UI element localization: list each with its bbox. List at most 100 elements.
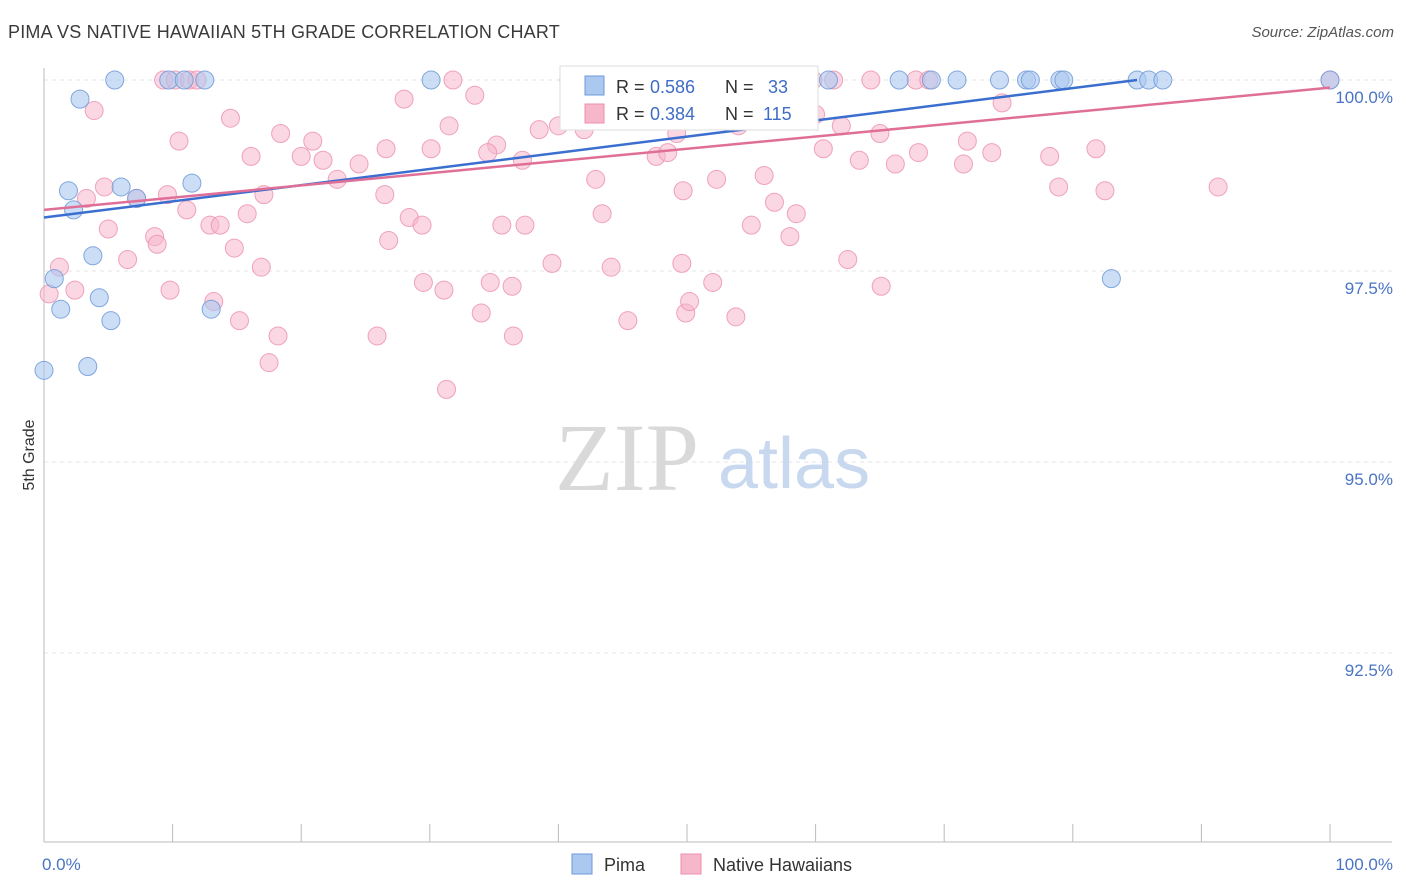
pima-point xyxy=(989,70,1009,90)
hawaiian-trend-line xyxy=(43,86,1331,212)
hawaiian-point xyxy=(367,326,387,346)
pima-point xyxy=(78,357,98,376)
pima-point xyxy=(889,70,909,90)
pima-point xyxy=(101,311,121,331)
pima-trend-line xyxy=(43,78,1138,219)
pima-point xyxy=(1320,70,1340,90)
hawaiian-point xyxy=(439,116,459,136)
hawaiian-point xyxy=(118,250,138,270)
hawaiian-point xyxy=(443,70,463,90)
hawaiian-point xyxy=(838,250,858,270)
y-tick-label: 92.5% xyxy=(1345,661,1393,680)
pima-point xyxy=(174,70,194,90)
legend-hawaiian-r-value: 0.384 xyxy=(650,104,695,124)
hawaiian-point xyxy=(1208,177,1228,197)
hawaiian-point xyxy=(76,188,96,208)
x-tick-label: 100.0% xyxy=(1335,855,1393,874)
hawaiian-point xyxy=(303,131,323,151)
hawaiian-point xyxy=(871,276,891,296)
hawaiian-point xyxy=(220,108,240,128)
hawaiian-point xyxy=(529,120,549,140)
hawaiian-point xyxy=(502,276,522,296)
hawaiian-point xyxy=(349,154,369,174)
y-axis-label: 5th Grade xyxy=(21,419,38,490)
legend-pima-swatch xyxy=(584,75,605,96)
hawaiian-point xyxy=(478,143,498,163)
hawaiian-point xyxy=(982,143,1002,163)
pima-point xyxy=(34,360,54,380)
hawaiian-point xyxy=(237,204,257,224)
hawaiian-point xyxy=(831,116,851,136)
hawaiian-point xyxy=(379,230,399,250)
pima-point xyxy=(44,269,64,289)
pima-point xyxy=(83,246,103,266)
pima-point xyxy=(1020,70,1040,90)
hawaiian-point xyxy=(465,85,485,105)
pima-point xyxy=(111,177,131,197)
bottom-legend-pima-swatch xyxy=(571,853,593,875)
hawaiian-point xyxy=(885,154,905,174)
hawaiian-point xyxy=(680,292,700,312)
y-tick-labels: 100.0% 97.5% 95.0% 92.5% xyxy=(1335,88,1393,680)
pima-point xyxy=(947,70,967,90)
hawaiian-point xyxy=(957,131,977,151)
hawaiian-point xyxy=(1049,177,1069,197)
hawaiian-point xyxy=(780,227,800,247)
hawaiian-point xyxy=(169,131,189,151)
hawaiian-point xyxy=(1086,139,1106,159)
hawaiian-point xyxy=(313,150,333,170)
hawaiian-point xyxy=(224,238,244,258)
hawaiian-point xyxy=(741,215,761,235)
hawaiian-point xyxy=(673,181,693,201)
grid-lines xyxy=(44,79,1392,654)
hawaiian-point xyxy=(251,257,271,277)
watermark: ZIP atlas xyxy=(555,404,870,511)
pima-point xyxy=(51,299,71,319)
hawaiian-point xyxy=(870,123,890,143)
hawaiian-point xyxy=(421,139,441,159)
hawaiian-point xyxy=(480,272,500,292)
trend-lines xyxy=(43,78,1331,219)
legend-pima-r-value: 0.586 xyxy=(650,77,695,97)
hawaiian-point xyxy=(65,280,85,300)
pima-point xyxy=(70,89,90,109)
hawaiian-point xyxy=(268,326,288,346)
hawaiian-point xyxy=(658,143,678,163)
hawaiian-point xyxy=(764,192,784,212)
x-tick-label: 0.0% xyxy=(42,855,81,874)
series-pima xyxy=(34,70,1340,380)
legend-pima-r-label: R = xyxy=(616,77,645,97)
stats-legend: R = 0.586 N = 33 R = 0.384 N = 115 xyxy=(559,65,819,131)
hawaiian-point xyxy=(259,353,279,373)
hawaiian-point xyxy=(492,215,512,235)
y-tick-label: 97.5% xyxy=(1345,279,1393,298)
hawaiian-point xyxy=(849,150,869,170)
pima-point xyxy=(105,70,125,90)
hawaiian-point xyxy=(618,311,638,331)
hawaiian-point xyxy=(1040,146,1060,166)
pima-point xyxy=(421,70,441,90)
watermark-zip: ZIP xyxy=(555,404,699,511)
hawaiian-point xyxy=(703,272,723,292)
pima-point xyxy=(818,70,838,90)
hawaiian-point xyxy=(601,257,621,277)
hawaiian-point xyxy=(84,101,104,121)
hawaiian-point xyxy=(726,307,746,327)
hawaiian-point xyxy=(672,253,692,273)
hawaiian-point xyxy=(1095,181,1115,201)
y-tick-label: 95.0% xyxy=(1345,470,1393,489)
hawaiian-point xyxy=(953,154,973,174)
hawaiian-point xyxy=(503,326,523,346)
legend-hawaiian-swatch xyxy=(584,103,605,124)
hawaiian-point xyxy=(754,166,774,185)
hawaiian-point xyxy=(471,303,491,323)
series-legend: Pima Native Hawaiians xyxy=(571,853,852,875)
legend-hawaiian-r-label: R = xyxy=(616,104,645,124)
axes xyxy=(43,68,1392,843)
pima-point xyxy=(64,200,84,220)
pima-point xyxy=(1054,70,1074,90)
hawaiian-point xyxy=(512,150,532,170)
hawaiian-point xyxy=(375,185,395,205)
hawaiian-point xyxy=(437,379,457,399)
hawaiian-point xyxy=(813,139,833,159)
